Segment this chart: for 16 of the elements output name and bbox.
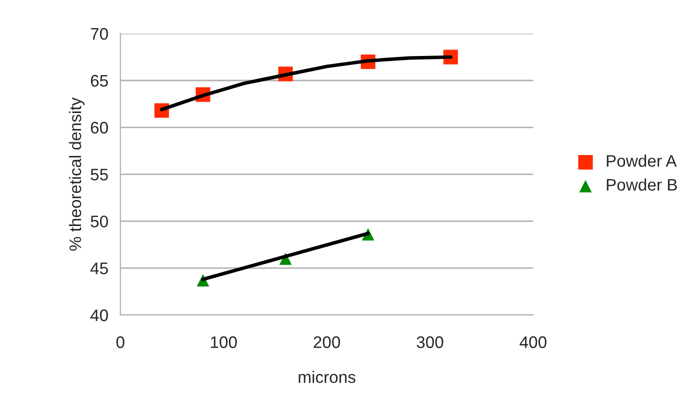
legend-label: Powder A <box>606 154 677 167</box>
legend-label: Powder B <box>606 178 677 191</box>
x-tick-label: 400 <box>520 336 546 348</box>
y-tick-label: 45 <box>90 262 108 274</box>
y-tick-label: 50 <box>90 216 108 228</box>
y-tick-label: 40 <box>90 309 108 322</box>
x-tick-label: 0 <box>116 336 124 348</box>
x-tick-label: 300 <box>416 336 444 348</box>
y-tick-label: 65 <box>90 74 108 87</box>
x-tick-label: 200 <box>314 336 340 348</box>
y-axis-title: % theoretical density <box>68 97 84 251</box>
y-tick-label: 70 <box>90 28 108 40</box>
y-tick-label: 60 <box>90 122 108 134</box>
y-tick-label: 55 <box>90 168 108 181</box>
x-axis-title: microns <box>298 370 356 384</box>
x-tick-label: 100 <box>210 336 237 348</box>
